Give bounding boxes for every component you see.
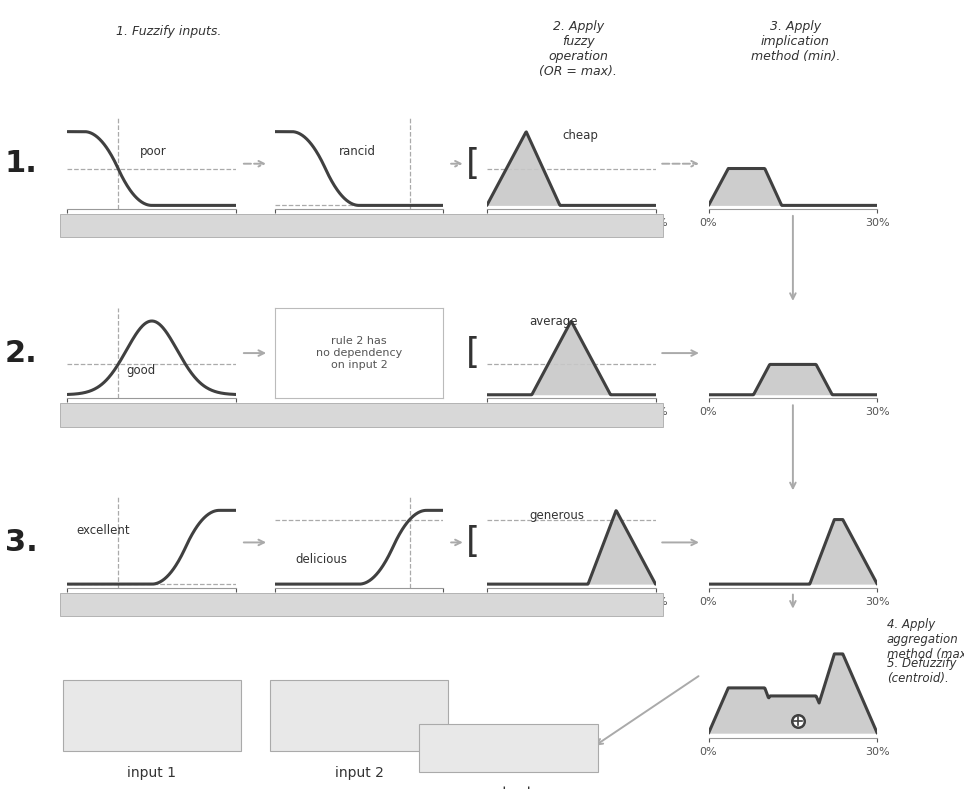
Text: 3.: 3. — [5, 528, 38, 557]
Text: 4. Apply
aggregation
method (max).: 4. Apply aggregation method (max). — [887, 618, 964, 660]
Bar — [419, 724, 598, 772]
Text: rule 2 has
no dependency
on input 2: rule 2 has no dependency on input 2 — [316, 336, 402, 370]
Text: output: output — [484, 786, 533, 789]
Text: then: then — [334, 409, 361, 421]
Text: food is rancid: food is rancid — [207, 219, 298, 232]
Text: tip = cheap: tip = cheap — [387, 219, 462, 232]
Text: service is poor: service is poor — [77, 219, 174, 232]
Bar — [60, 214, 663, 237]
Text: food is delicious: food is delicious — [211, 598, 319, 611]
Text: generous: generous — [529, 509, 584, 522]
Text: tip = generous: tip = generous — [375, 598, 473, 611]
Text: then: then — [334, 598, 361, 611]
Text: input 2: input 2 — [335, 766, 384, 780]
Text: 1.: 1. — [5, 149, 38, 178]
Text: tip = average: tip = average — [379, 409, 469, 421]
Text: service is excellent: service is excellent — [72, 598, 200, 611]
Text: [: [ — [467, 147, 480, 181]
Text: input 1: input 1 — [127, 766, 176, 780]
Text: food = 8: food = 8 — [332, 704, 387, 716]
Text: or: or — [189, 219, 201, 232]
Text: rancid: rancid — [338, 145, 376, 159]
Text: service = 3: service = 3 — [116, 704, 188, 716]
Text: 1. Fuzzify inputs.: 1. Fuzzify inputs. — [116, 25, 222, 38]
Text: poor: poor — [140, 145, 167, 159]
Bar — [63, 680, 241, 751]
Text: delicious: delicious — [295, 553, 347, 567]
Text: average: average — [529, 315, 577, 327]
Text: [: [ — [467, 336, 480, 370]
Text: good: good — [126, 364, 156, 377]
Text: 2. Apply
fuzzy
operation
(OR = max).: 2. Apply fuzzy operation (OR = max). — [540, 20, 617, 78]
Text: If: If — [73, 598, 81, 611]
Text: service is good: service is good — [79, 409, 179, 421]
Bar — [270, 680, 448, 751]
Text: [: [ — [467, 525, 480, 559]
Text: 2.: 2. — [5, 338, 38, 368]
Text: If: If — [73, 219, 81, 232]
Text: or: or — [205, 598, 217, 611]
Text: excellent: excellent — [76, 524, 129, 537]
Bar — [60, 593, 663, 616]
Text: If: If — [73, 409, 81, 421]
Text: 5. Defuzzify
(centroid).: 5. Defuzzify (centroid). — [887, 656, 956, 685]
Text: 3. Apply
implication
method (min).: 3. Apply implication method (min). — [751, 20, 840, 62]
Text: then: then — [334, 219, 361, 232]
Text: tip = 16.7%: tip = 16.7% — [468, 741, 549, 755]
Text: cheap: cheap — [563, 129, 599, 142]
Bar — [60, 403, 663, 427]
